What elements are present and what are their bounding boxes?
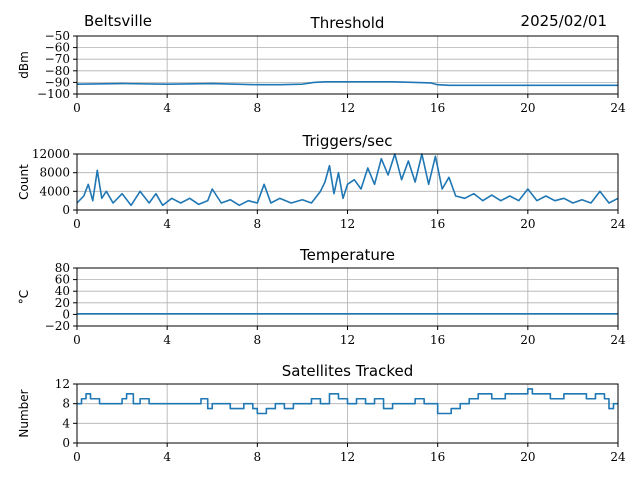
x-tick-label: 8 <box>254 217 262 231</box>
y-tick-label: 20 <box>55 296 70 310</box>
y-tick-label: −70 <box>45 52 70 66</box>
y-tick-label: 0 <box>62 307 70 321</box>
y-tick-label: 12000 <box>32 147 70 161</box>
x-tick-label: 4 <box>163 217 171 231</box>
x-tick-label: 16 <box>430 101 445 115</box>
y-tick-label: 12 <box>55 377 70 391</box>
y-tick-label: 0 <box>62 436 70 450</box>
y-tick-label: −90 <box>45 75 70 89</box>
y-tick-label: 4 <box>62 416 70 430</box>
panel-title: Temperature <box>299 246 395 264</box>
y-tick-label: −60 <box>45 41 70 55</box>
x-tick-label: 8 <box>254 450 262 464</box>
y-axis-label: dBm <box>17 51 31 79</box>
panel-4: 0 4 8 12 16 20 24 0 4 8 12 Satellites Tracked Number <box>17 362 626 464</box>
y-tick-label: −20 <box>45 319 70 333</box>
x-tick-label: 12 <box>340 333 355 347</box>
header-date: 2025/02/01 <box>520 12 607 30</box>
x-tick-label: 24 <box>610 101 626 115</box>
y-tick-label: 8000 <box>39 166 70 180</box>
y-tick-label: −80 <box>45 64 70 78</box>
y-axis-label: Count <box>17 164 31 200</box>
y-axis-label: °C <box>17 290 31 304</box>
panel-2: 0 4 8 12 16 20 24 0 4000 8000 12000 Triggers/sec Cou… <box>17 132 626 231</box>
x-tick-label: 16 <box>430 217 445 231</box>
y-tick-label: 0 <box>62 203 70 217</box>
panel-1: 0 4 8 12 16 20 24 −100−90−80−70−60−50 Threshold d… <box>17 14 626 115</box>
y-tick-label: 40 <box>55 284 70 298</box>
x-tick-label: 8 <box>254 333 262 347</box>
x-tick-label: 4 <box>163 450 171 464</box>
x-tick-label: 24 <box>610 450 626 464</box>
panel-title: Triggers/sec <box>302 132 393 150</box>
x-tick-label: 24 <box>610 217 626 231</box>
series-line <box>77 388 618 415</box>
y-tick-label: 4000 <box>39 184 70 198</box>
y-tick-label: 80 <box>55 261 70 275</box>
x-tick-label: 12 <box>340 101 355 115</box>
y-tick-label: −100 <box>37 87 70 101</box>
x-tick-label: 4 <box>163 333 171 347</box>
x-tick-label: 16 <box>430 333 445 347</box>
x-tick-label: 16 <box>430 450 445 464</box>
series-line <box>76 153 619 207</box>
x-tick-label: 0 <box>73 217 81 231</box>
x-tick-label: 4 <box>163 101 171 115</box>
y-tick-label: 8 <box>62 397 70 411</box>
series-line <box>76 81 618 87</box>
x-tick-label: 12 <box>340 217 355 231</box>
header-location: Beltsville <box>84 12 152 30</box>
x-tick-label: 0 <box>73 101 81 115</box>
x-tick-label: 0 <box>73 333 81 347</box>
x-tick-label: 20 <box>520 217 535 231</box>
y-tick-label: 60 <box>55 273 70 287</box>
y-tick-label: −50 <box>45 29 70 43</box>
x-tick-label: 20 <box>520 101 535 115</box>
panel-title: Satellites Tracked <box>282 362 413 380</box>
panel-title: Threshold <box>310 14 385 32</box>
y-axis-label: Number <box>17 389 31 437</box>
x-tick-label: 8 <box>254 101 262 115</box>
x-tick-label: 20 <box>520 333 535 347</box>
x-tick-label: 20 <box>520 450 535 464</box>
x-tick-label: 24 <box>610 333 626 347</box>
x-tick-label: 0 <box>73 450 81 464</box>
x-tick-label: 12 <box>340 450 355 464</box>
